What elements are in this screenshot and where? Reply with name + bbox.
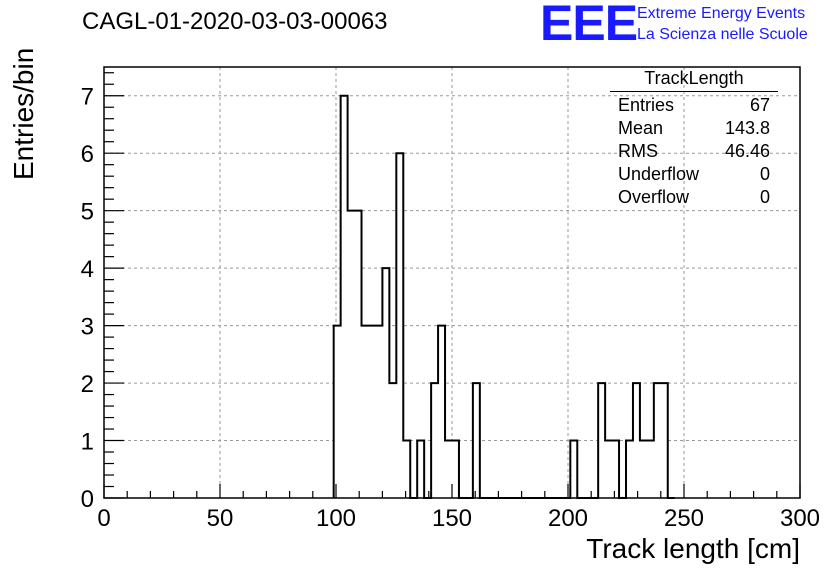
y-tick-label: 5 [81,199,94,226]
histogram-bar [403,440,411,498]
histogram-bar [646,440,654,498]
y-tick-label: 2 [81,371,94,398]
stats-row-underflow: Underflow 0 [610,163,778,186]
y-tick-label: 6 [81,141,94,168]
histogram-bar [333,325,341,498]
histogram-bar [417,440,425,498]
x-tick-label: 100 [316,505,356,532]
stats-label: Underflow [618,164,700,184]
histogram-bar [612,440,620,498]
histogram-bar [445,440,452,498]
stats-label: Mean [618,118,664,138]
histogram-bar [340,95,348,498]
histogram-bar [472,383,480,498]
y-tick-label: 1 [81,429,94,456]
y-tick-label: 7 [81,84,94,111]
histogram-bar [632,383,640,498]
stats-row-overflow: Overflow 0 [610,186,778,209]
stats-box: TrackLength Entries 67 Mean 143.8 RMS 46… [610,68,778,209]
page-title: CAGL-01-2020-03-03-00063 [82,8,388,35]
eee-logo: EEE [540,0,638,51]
histogram-bar [653,383,661,498]
histogram-bar [382,268,390,498]
histogram-bar [396,153,404,498]
x-axis-label: Track length [cm] [586,533,800,564]
histogram-bar [452,440,459,498]
logo-text-line1: Extreme Energy Events [637,5,806,22]
x-tick-label: 300 [780,505,820,532]
stats-label: Overflow [618,187,690,207]
stats-value: 0 [759,164,770,184]
histogram-bar [570,440,578,498]
histogram-bar [431,383,439,498]
stats-row-entries: Entries 67 [610,94,778,117]
y-tick-label: 4 [81,256,94,283]
histogram-bar [660,383,668,498]
histogram-bar [389,383,397,498]
y-axis-label: Entries/bin [8,47,39,180]
histogram-bar [605,440,613,498]
histogram-bar [598,383,606,498]
x-tick-label: 200 [548,505,588,532]
histogram-bar [375,325,383,498]
stats-row-rms: RMS 46.46 [610,140,778,163]
stats-value: 0 [759,187,770,207]
histogram-bar [368,325,376,498]
x-tick-label: 250 [664,505,704,532]
histogram-bar [639,440,647,498]
logo-text-line2: La Scienza nelle Scuole [637,26,808,43]
x-tick-label: 0 [97,505,110,532]
y-tick-label: 3 [81,314,94,341]
stats-value: 67 [749,95,770,115]
histogram-bar [354,210,362,498]
histogram-bar [438,325,446,498]
stats-label: RMS [618,141,658,161]
stats-label: Entries [618,95,675,115]
histogram-bar [626,440,633,498]
histogram-bar [361,325,369,498]
y-tick-label: 0 [81,486,94,513]
x-tick-label: 150 [432,505,472,532]
stats-row-mean: Mean 143.8 [610,117,778,140]
histogram-bar [347,210,355,498]
stats-title: TrackLength [610,68,778,92]
x-tick-label: 50 [207,505,234,532]
stats-value: 46.46 [724,141,770,161]
stats-value: 143.8 [724,118,770,138]
